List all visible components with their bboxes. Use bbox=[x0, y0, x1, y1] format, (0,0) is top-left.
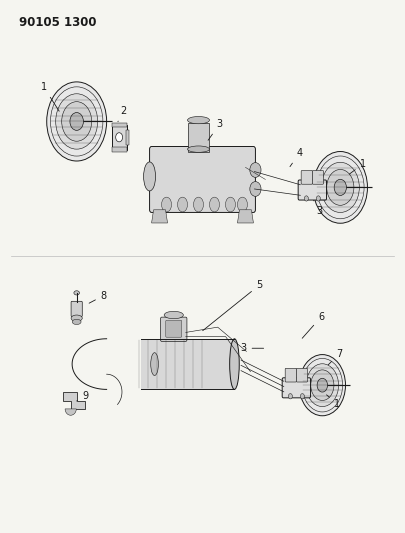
Ellipse shape bbox=[313, 151, 367, 223]
Bar bbox=[112, 147, 127, 151]
Text: 6: 6 bbox=[302, 312, 324, 338]
FancyBboxPatch shape bbox=[285, 368, 296, 382]
Text: 1: 1 bbox=[326, 395, 341, 409]
Circle shape bbox=[305, 196, 308, 201]
Bar bbox=[141, 339, 234, 390]
Text: 7: 7 bbox=[328, 349, 343, 365]
Text: 8: 8 bbox=[89, 290, 107, 303]
Circle shape bbox=[301, 393, 305, 399]
FancyBboxPatch shape bbox=[282, 378, 311, 398]
FancyBboxPatch shape bbox=[160, 317, 187, 342]
FancyBboxPatch shape bbox=[149, 147, 256, 213]
Ellipse shape bbox=[334, 179, 346, 196]
Circle shape bbox=[316, 196, 320, 201]
Ellipse shape bbox=[70, 112, 83, 131]
Text: 9: 9 bbox=[77, 391, 89, 401]
FancyBboxPatch shape bbox=[298, 180, 326, 200]
Circle shape bbox=[116, 133, 123, 142]
Polygon shape bbox=[237, 210, 254, 223]
FancyBboxPatch shape bbox=[71, 301, 82, 317]
Ellipse shape bbox=[306, 364, 339, 407]
FancyBboxPatch shape bbox=[296, 368, 307, 382]
Ellipse shape bbox=[164, 311, 183, 319]
Ellipse shape bbox=[317, 378, 328, 392]
Ellipse shape bbox=[311, 370, 334, 400]
Polygon shape bbox=[65, 409, 76, 415]
Text: 3: 3 bbox=[313, 200, 322, 216]
Text: 3: 3 bbox=[208, 119, 223, 140]
FancyBboxPatch shape bbox=[301, 171, 312, 184]
Ellipse shape bbox=[250, 163, 261, 177]
Ellipse shape bbox=[209, 197, 220, 212]
Ellipse shape bbox=[71, 315, 82, 321]
Text: 3: 3 bbox=[241, 343, 264, 353]
Ellipse shape bbox=[144, 162, 156, 191]
Text: 4: 4 bbox=[290, 148, 303, 167]
Ellipse shape bbox=[226, 197, 235, 212]
Ellipse shape bbox=[162, 197, 172, 212]
Text: 2: 2 bbox=[118, 106, 127, 122]
Text: 5: 5 bbox=[202, 280, 263, 330]
Ellipse shape bbox=[237, 197, 247, 212]
Text: 1: 1 bbox=[41, 82, 59, 111]
Ellipse shape bbox=[230, 339, 239, 390]
Ellipse shape bbox=[62, 102, 92, 141]
Bar bbox=[126, 130, 129, 145]
Ellipse shape bbox=[321, 162, 359, 213]
FancyBboxPatch shape bbox=[312, 171, 324, 184]
Bar bbox=[188, 123, 209, 152]
Ellipse shape bbox=[151, 353, 158, 375]
FancyBboxPatch shape bbox=[112, 125, 127, 150]
Ellipse shape bbox=[327, 169, 354, 205]
Circle shape bbox=[288, 393, 292, 399]
FancyBboxPatch shape bbox=[166, 320, 182, 337]
Ellipse shape bbox=[72, 319, 81, 325]
Bar bbox=[112, 123, 127, 127]
Ellipse shape bbox=[194, 197, 203, 212]
Ellipse shape bbox=[47, 82, 107, 161]
Polygon shape bbox=[151, 210, 168, 223]
Polygon shape bbox=[63, 392, 85, 409]
Ellipse shape bbox=[56, 94, 98, 149]
Ellipse shape bbox=[188, 146, 209, 152]
Ellipse shape bbox=[177, 197, 188, 212]
Text: 90105 1300: 90105 1300 bbox=[19, 17, 96, 29]
Ellipse shape bbox=[250, 182, 261, 196]
Ellipse shape bbox=[74, 291, 79, 295]
Ellipse shape bbox=[188, 117, 209, 124]
Text: 1: 1 bbox=[350, 159, 367, 174]
Ellipse shape bbox=[299, 354, 345, 416]
